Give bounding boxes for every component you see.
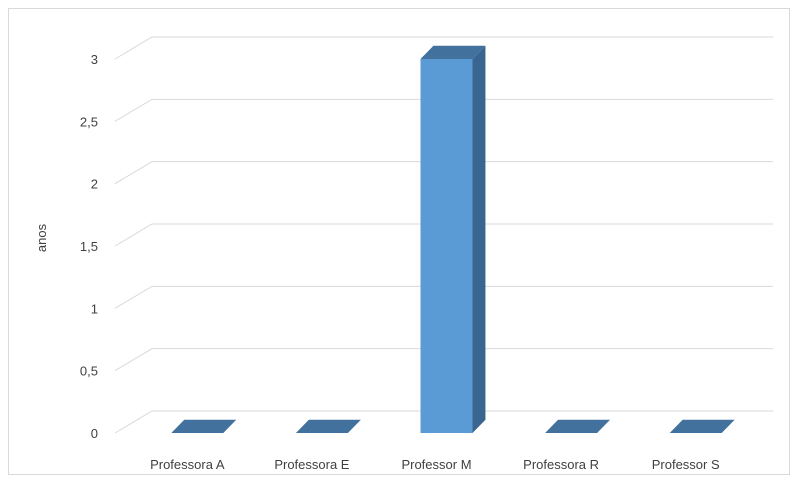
gridline (114, 223, 773, 247)
gridlines (114, 36, 773, 434)
gridline (114, 98, 773, 122)
bar-side (472, 45, 486, 434)
gridline (114, 410, 773, 434)
bar-top (295, 419, 361, 433)
y-tick-label: 1 (91, 301, 98, 316)
bar (545, 419, 611, 433)
bar (669, 419, 735, 433)
y-tick-label: 0,5 (80, 364, 98, 379)
bar (420, 45, 486, 434)
bar-front (420, 59, 473, 433)
x-tick-label: Professor S (652, 457, 720, 472)
bar (295, 419, 361, 433)
y-tick-label: 2,5 (80, 114, 98, 129)
gridline (114, 36, 773, 60)
bars (171, 45, 735, 434)
x-tick-label: Professor M (401, 457, 471, 472)
y-tick-label: 0 (91, 426, 98, 441)
bar-top (545, 419, 611, 433)
y-tick-label: 2 (91, 177, 98, 192)
x-tick-label: Professora A (150, 457, 225, 472)
y-axis-ticks: 0 0,5 1 1,5 2 2,5 3 (80, 52, 98, 441)
x-axis-ticks: Professora A Professora E Professor M Profe… (150, 457, 720, 472)
gridline (114, 285, 773, 309)
bar-top (669, 419, 735, 433)
y-tick-label: 1,5 (80, 239, 98, 254)
chart-frame (8, 8, 790, 475)
x-tick-label: Professora E (274, 457, 349, 472)
gridline (114, 348, 773, 372)
bar (171, 419, 237, 433)
y-tick-label: 3 (91, 52, 98, 67)
bar-top (420, 45, 486, 59)
x-tick-label: Professora R (523, 457, 599, 472)
y-axis-title: anos (34, 223, 49, 252)
gridline (114, 161, 773, 185)
bar-top (171, 419, 237, 433)
